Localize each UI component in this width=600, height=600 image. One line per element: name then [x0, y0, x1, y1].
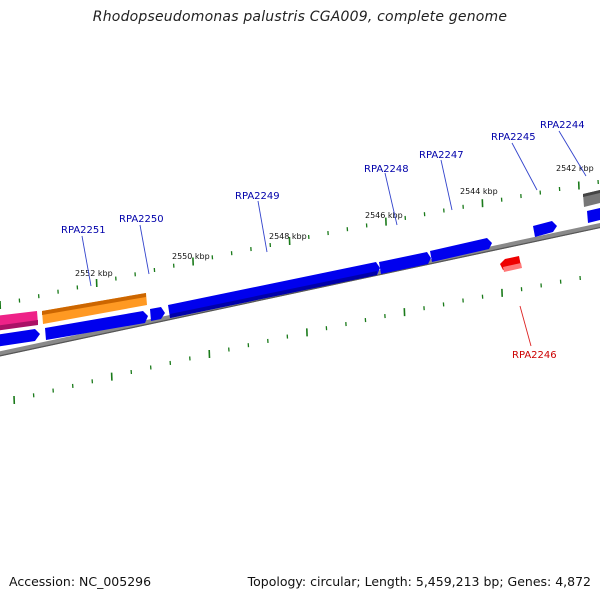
gene-orange-top — [42, 293, 146, 315]
gene-gray-top — [583, 190, 600, 197]
scale-label: 2552 kbp — [75, 269, 113, 278]
gene-rpa2250[interactable] — [150, 307, 165, 321]
scale-label: 2548 kbp — [269, 232, 307, 241]
gene-label-rpa2249[interactable]: RPA2249 — [235, 191, 280, 202]
gene-rpa2246-shade — [503, 263, 522, 272]
scale-labels: 2542 kbp 2544 kbp 2546 kbp 2548 kbp 2550… — [75, 164, 594, 278]
gene-label-rpa2246[interactable]: RPA2246 — [512, 350, 557, 361]
genome-title: Rhodopseudomonas palustris CGA009, compl… — [92, 9, 508, 25]
gene-label-rpa2248[interactable]: RPA2248 — [364, 164, 409, 175]
gene-labels: RPA2244 RPA2245 RPA2246 RPA2247 RPA2248 … — [61, 120, 585, 361]
gene-label-rpa2250[interactable]: RPA2250 — [119, 214, 164, 225]
accession-text: Accession: NC_005296 — [9, 574, 152, 589]
gene-label-rpa2251[interactable]: RPA2251 — [61, 225, 106, 236]
topology-text: Topology: circular; Length: 5,459,213 bp… — [247, 574, 591, 589]
gene-label-rpa2244[interactable]: RPA2244 — [540, 120, 585, 131]
label-leaders — [81, 130, 587, 347]
gene-rpa2251b[interactable] — [45, 311, 148, 340]
gene-rpa2247[interactable] — [430, 238, 492, 262]
gene-pink-shadow — [0, 320, 38, 331]
gene-label-rpa2247[interactable]: RPA2247 — [419, 150, 464, 161]
gene-track-lower — [0, 208, 600, 347]
gene-track-upper — [0, 190, 600, 331]
scale-label: 2546 kbp — [365, 211, 403, 220]
scale-label: 2550 kbp — [172, 252, 210, 261]
gene-label-rpa2245[interactable]: RPA2245 — [491, 132, 536, 143]
gene-rpa2244[interactable] — [587, 208, 600, 223]
scale-label: 2544 kbp — [460, 187, 498, 196]
scale-label: 2542 kbp — [556, 164, 594, 173]
gene-rpa2249-shade — [170, 271, 377, 318]
inner-tick-row — [13, 275, 581, 405]
outer-tick-row — [0, 179, 599, 310]
gene-rpa2251[interactable] — [0, 329, 40, 347]
genome-backbone-shadow — [0, 226, 600, 357]
gene-rpa2248[interactable] — [379, 252, 431, 274]
gene-rpa2245[interactable] — [533, 221, 557, 237]
